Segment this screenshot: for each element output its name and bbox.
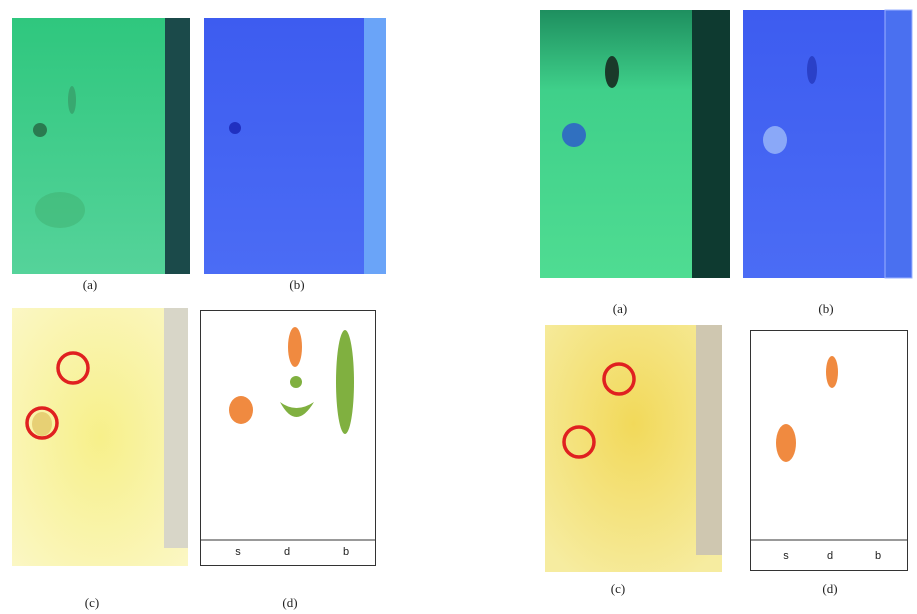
highlight-circle xyxy=(602,362,636,396)
spot xyxy=(288,327,302,367)
spot xyxy=(68,86,76,114)
ruler xyxy=(692,10,730,278)
spot xyxy=(776,424,796,462)
lane-label: b xyxy=(343,546,349,558)
highlight-circle xyxy=(56,351,90,385)
highlight-circle xyxy=(25,406,59,440)
spot xyxy=(807,56,817,84)
spot xyxy=(33,123,47,137)
panel-label: (b) xyxy=(818,301,833,316)
spot xyxy=(229,396,253,424)
ruler xyxy=(884,9,913,279)
plate-c xyxy=(545,325,722,572)
panel-label: (b) xyxy=(289,277,304,292)
spot xyxy=(35,192,85,228)
plate-b xyxy=(204,18,386,274)
ruler xyxy=(165,18,190,274)
panel-label: (a) xyxy=(83,277,97,292)
panel-label: (c) xyxy=(85,595,99,610)
highlight-circle xyxy=(562,425,596,459)
spot xyxy=(562,123,586,147)
panel-label: (a) xyxy=(613,301,627,316)
spot xyxy=(229,122,241,134)
lane-label: d xyxy=(284,546,290,558)
spot xyxy=(290,376,302,388)
ruler xyxy=(696,325,722,555)
spot xyxy=(336,330,354,434)
lane-label: b xyxy=(875,550,881,562)
spot xyxy=(32,412,52,436)
left-figure: (a) (b) (c) (d) s d b xyxy=(12,18,386,610)
spot xyxy=(826,356,838,388)
spot xyxy=(763,126,787,154)
lane-label: s xyxy=(783,550,789,562)
plate-a xyxy=(12,18,190,274)
ruler xyxy=(164,308,188,548)
right-figure: (a) (b) (c) (d) s d b xyxy=(540,9,913,596)
lane-label: d xyxy=(827,550,833,562)
panel-label: (d) xyxy=(282,595,297,610)
lane-label: s xyxy=(235,546,241,558)
panel-label: (c) xyxy=(611,581,625,596)
ruler xyxy=(364,18,386,274)
panel-label: (d) xyxy=(822,581,837,596)
spot xyxy=(605,56,619,88)
spot xyxy=(280,402,314,417)
